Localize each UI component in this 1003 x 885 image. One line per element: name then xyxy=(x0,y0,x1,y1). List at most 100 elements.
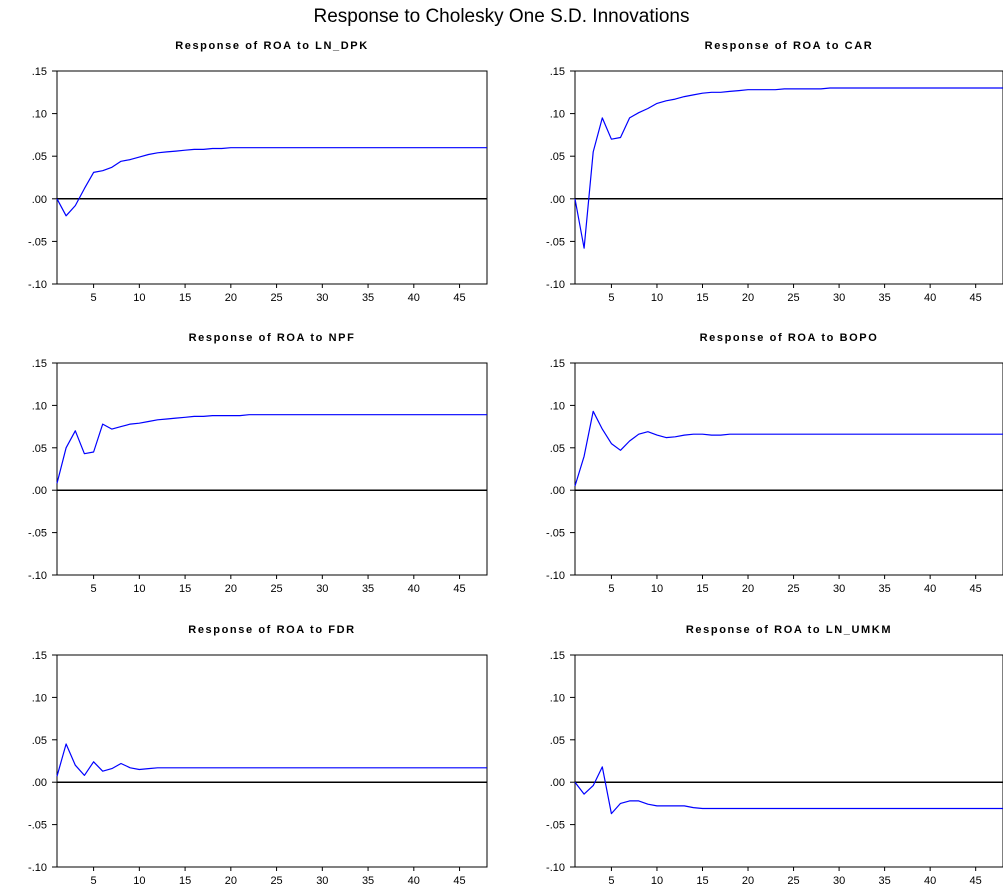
x-tick-label: 45 xyxy=(970,583,982,595)
x-tick-label: 20 xyxy=(225,583,237,595)
y-tick-label: .10 xyxy=(550,692,565,704)
x-tick-label: 35 xyxy=(878,292,890,304)
x-tick-label: 15 xyxy=(179,875,191,885)
y-tick-label: .10 xyxy=(550,400,565,412)
x-tick-label: 30 xyxy=(833,583,845,595)
x-tick-label: 40 xyxy=(924,292,936,304)
y-tick-label: .10 xyxy=(32,400,47,412)
y-tick-label: -.05 xyxy=(28,528,47,540)
x-tick-label: 20 xyxy=(742,875,754,885)
x-tick-label: 15 xyxy=(696,292,708,304)
x-tick-label: 5 xyxy=(91,583,97,595)
x-tick-label: 10 xyxy=(133,875,145,885)
x-tick-label: 45 xyxy=(970,292,982,304)
x-tick-label: 30 xyxy=(316,875,328,885)
x-tick-label: 45 xyxy=(453,875,465,885)
y-tick-label: -.10 xyxy=(546,862,565,874)
y-tick-label: .00 xyxy=(32,485,47,497)
plot-frame xyxy=(574,70,1003,285)
x-tick-label: 10 xyxy=(133,583,145,595)
y-tick-label: .05 xyxy=(550,151,565,163)
x-tick-label: 20 xyxy=(742,292,754,304)
x-tick-label: 35 xyxy=(878,583,890,595)
irf-panel: Response of ROA to LN_UMKM .15 .10 .05 .00 -.… xyxy=(546,624,1003,885)
response-line xyxy=(574,87,1003,249)
y-tick-label: .15 xyxy=(550,66,565,78)
x-tick-label: 15 xyxy=(179,292,191,304)
x-tick-label: 40 xyxy=(408,583,420,595)
x-tick-label: 15 xyxy=(696,583,708,595)
x-tick-label: 25 xyxy=(787,583,799,595)
y-tick-label: -.05 xyxy=(28,820,47,832)
x-tick-label: 5 xyxy=(91,292,97,304)
x-tick-label: 10 xyxy=(133,292,145,304)
panel-title: Response of ROA to LN_DPK xyxy=(175,40,369,52)
y-tick-label: .15 xyxy=(550,358,565,370)
x-tick-label: 45 xyxy=(970,875,982,885)
x-tick-label: 5 xyxy=(608,292,614,304)
plot-frame xyxy=(56,654,488,868)
panel-title: Response of ROA to NPF xyxy=(189,332,356,344)
irf-panel: Response of ROA to LN_DPK .15 .10 .05 .00 -.0… xyxy=(28,40,488,304)
y-tick-label: .05 xyxy=(32,151,47,163)
y-tick-label: .00 xyxy=(32,194,47,206)
x-tick-label: 35 xyxy=(878,875,890,885)
y-tick-label: -.05 xyxy=(546,820,565,832)
y-tick-label: .00 xyxy=(32,777,47,789)
x-tick-label: 5 xyxy=(91,875,97,885)
response-line xyxy=(56,147,487,217)
response-line xyxy=(56,414,487,484)
x-tick-label: 25 xyxy=(787,875,799,885)
irf-panel: Response of ROA to NPF .15 .10 .05 .00 -.05 -.… xyxy=(28,332,488,595)
panel-title: Response of ROA to LN_UMKM xyxy=(686,624,892,636)
x-tick-label: 40 xyxy=(408,292,420,304)
y-tick-label: .00 xyxy=(550,777,565,789)
irf-panel: Response of ROA to CAR .15 .10 .05 .00 -.05 -.… xyxy=(546,40,1003,304)
plot-frame xyxy=(56,70,488,285)
figure-title: Response to Cholesky One S.D. Innovation… xyxy=(313,6,690,27)
response-line xyxy=(56,743,487,777)
x-tick-label: 30 xyxy=(316,583,328,595)
x-tick-label: 25 xyxy=(270,875,282,885)
x-tick-label: 10 xyxy=(651,875,663,885)
x-tick-label: 30 xyxy=(833,875,845,885)
irf-panel: Response of ROA to BOPO .15 .10 .05 .00 -.05 -… xyxy=(546,332,1003,595)
x-tick-label: 25 xyxy=(270,292,282,304)
x-tick-label: 10 xyxy=(651,583,663,595)
y-tick-label: -.05 xyxy=(28,236,47,248)
response-line xyxy=(574,410,1003,487)
x-tick-label: 35 xyxy=(362,583,374,595)
y-tick-label: -.10 xyxy=(546,570,565,582)
x-tick-label: 20 xyxy=(742,583,754,595)
x-tick-label: 35 xyxy=(362,292,374,304)
y-tick-label: .15 xyxy=(32,66,47,78)
x-tick-label: 25 xyxy=(270,583,282,595)
x-tick-label: 45 xyxy=(453,583,465,595)
y-tick-label: .05 xyxy=(550,443,565,455)
panel-title: Response of ROA to CAR xyxy=(705,40,874,52)
x-tick-label: 40 xyxy=(924,583,936,595)
x-tick-label: 30 xyxy=(833,292,845,304)
x-tick-label: 25 xyxy=(787,292,799,304)
y-tick-label: -.10 xyxy=(28,570,47,582)
x-tick-label: 10 xyxy=(651,292,663,304)
y-tick-label: .15 xyxy=(32,358,47,370)
plot-frame xyxy=(574,362,1003,576)
x-tick-label: 15 xyxy=(179,583,191,595)
y-tick-label: .05 xyxy=(550,735,565,747)
x-tick-label: 40 xyxy=(924,875,936,885)
panel-title: Response of ROA to FDR xyxy=(188,624,355,636)
y-tick-label: .00 xyxy=(550,485,565,497)
response-line xyxy=(574,766,1003,815)
y-tick-label: .05 xyxy=(32,443,47,455)
y-tick-label: -.10 xyxy=(546,279,565,291)
x-tick-label: 20 xyxy=(225,292,237,304)
x-tick-label: 20 xyxy=(225,875,237,885)
plot-frame xyxy=(56,362,488,576)
x-tick-label: 30 xyxy=(316,292,328,304)
y-tick-label: -.10 xyxy=(28,862,47,874)
y-tick-label: .10 xyxy=(32,109,47,121)
y-tick-label: -.05 xyxy=(546,528,565,540)
